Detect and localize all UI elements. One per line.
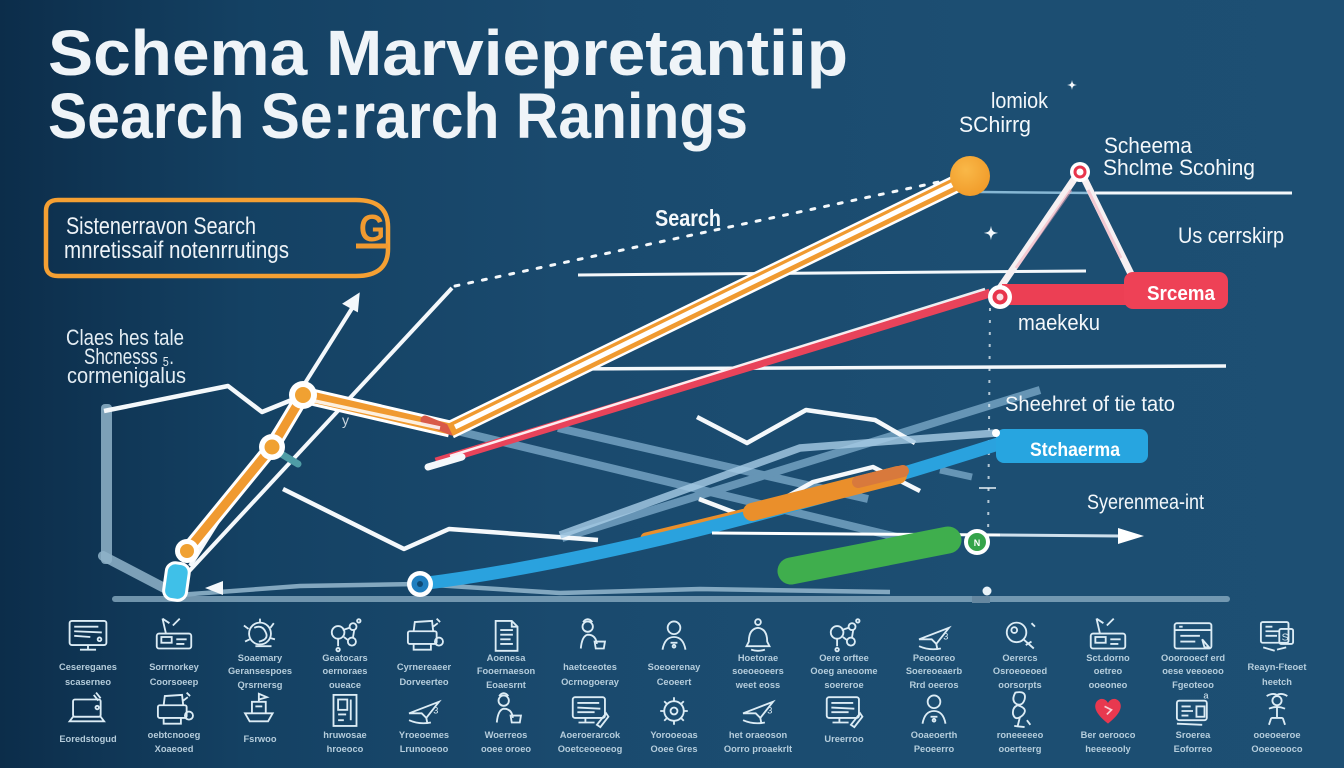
svg-text:Fsrwoo: Fsrwoo [243, 734, 276, 744]
svg-text:y: y [342, 412, 349, 428]
svg-text:heetch: heetch [1262, 677, 1292, 687]
svg-text:Woerreos: Woerreos [485, 730, 528, 740]
svg-text:Cesereganes: Cesereganes [59, 662, 117, 672]
svg-text:Scheema: Scheema [1104, 133, 1193, 158]
svg-text:Xoaeoed: Xoaeoed [155, 744, 194, 754]
svg-text:Geatocars: Geatocars [322, 653, 367, 663]
svg-text:Qrsrnersg: Qrsrnersg [238, 680, 283, 690]
svg-text:Ooee Gres: Ooee Gres [650, 744, 697, 754]
svg-text:Shclme Scohing: Shclme Scohing [1103, 155, 1255, 180]
svg-text:haetceeotes: haetceeotes [563, 662, 617, 672]
svg-text:roneeeeeo: roneeeeeo [997, 730, 1044, 740]
svg-text:Search Se:rarch Ranings: Search Se:rarch Ranings [48, 80, 748, 152]
svg-text:Aoeroerarcok: Aoeroerarcok [560, 730, 621, 740]
svg-text:Yorooeoas: Yorooeoas [650, 730, 697, 740]
svg-text:scaserneo: scaserneo [65, 677, 111, 687]
svg-text:N: N [974, 538, 981, 548]
svg-text:Us cerrskirp: Us cerrskirp [1178, 223, 1284, 248]
svg-text:Syerenmea-int: Syerenmea-int [1087, 491, 1204, 514]
svg-text:hroeoco: hroeoco [327, 744, 364, 754]
svg-text:Lrunooeoo: Lrunooeoo [400, 744, 449, 754]
svg-text:oorsorpts: oorsorpts [998, 680, 1041, 690]
svg-text:Hoetorae: Hoetorae [738, 653, 778, 663]
svg-text:Ocrnogoeray: Ocrnogoeray [561, 677, 620, 687]
svg-text:oernoraes: oernoraes [323, 666, 368, 676]
svg-text:Osroeoeoed: Osroeoeoed [993, 666, 1048, 676]
svg-text:Soereoeaerb: Soereoeaerb [906, 666, 963, 676]
svg-text:Yroeoemes: Yroeoemes [399, 730, 449, 740]
svg-text:ooeoneo: ooeoneo [1089, 680, 1128, 690]
svg-text:Shcnesss ₅.: Shcnesss ₅. [84, 344, 174, 369]
svg-text:hruwosae: hruwosae [323, 730, 366, 740]
svg-text:Claes hes tale: Claes hes tale [66, 325, 184, 350]
svg-text:Aoenesa: Aoenesa [487, 653, 527, 663]
svg-text:Eoredstogud: Eoredstogud [59, 734, 117, 744]
svg-text:Ooetceoeoeog: Ooetceoeoeog [558, 744, 623, 754]
svg-text:Sct.dorno: Sct.dorno [1086, 653, 1130, 663]
svg-text:Schema Marviepretantiip: Schema Marviepretantiip [48, 17, 848, 89]
svg-text:Eoaesrnt: Eoaesrnt [486, 680, 526, 690]
svg-text:oueace: oueace [329, 680, 361, 690]
svg-text:Peoeoreo: Peoeoreo [913, 653, 956, 663]
svg-text:Coorsoeep: Coorsoeep [150, 677, 199, 687]
svg-text:ooee oroeo: ooee oroeo [481, 744, 531, 754]
svg-text:Geransespoes: Geransespoes [228, 666, 292, 676]
svg-text:oese veeoeoo: oese veeoeoo [1162, 666, 1224, 676]
svg-text:ooeoeeroe: ooeoeeroe [1253, 730, 1300, 740]
svg-text:Soaemary: Soaemary [238, 653, 283, 663]
svg-text:oebtcnooeg: oebtcnooeg [148, 730, 201, 740]
svg-text:Oere orftee: Oere orftee [819, 653, 869, 663]
svg-text:Ber oerooco: Ber oerooco [1081, 730, 1136, 740]
svg-text:Cyrnereaeer: Cyrnereaeer [397, 662, 452, 672]
svg-text:Eoforreo: Eoforreo [1174, 744, 1213, 754]
svg-text:Reayn-Fteoet: Reayn-Fteoet [1248, 662, 1307, 672]
svg-text:Srcema: Srcema [1147, 283, 1216, 305]
svg-text:Soeoerenay: Soeoerenay [648, 662, 702, 672]
svg-text:Stchaerma: Stchaerma [1030, 440, 1120, 461]
svg-text:Sistenerravon Search: Sistenerravon Search [66, 213, 256, 240]
svg-text:soereroe: soereroe [824, 680, 863, 690]
svg-text:maekeku: maekeku [1018, 310, 1100, 335]
svg-text:Ooeg aneoome: Ooeg aneoome [810, 666, 877, 676]
svg-text:oetreo: oetreo [1094, 666, 1123, 676]
svg-text:Ureerroo: Ureerroo [824, 734, 864, 744]
svg-text:lomiok: lomiok [991, 88, 1049, 113]
svg-text:heeeeooly: heeeeooly [1085, 744, 1131, 754]
svg-text:het oraeoson: het oraeoson [729, 730, 788, 740]
svg-text:Oorro proaekrlt: Oorro proaekrlt [724, 744, 792, 754]
svg-text:Fgeoteoo: Fgeoteoo [1172, 680, 1214, 690]
svg-text:cormenigalus: cormenigalus [67, 363, 186, 388]
svg-text:G: G [359, 208, 385, 250]
svg-text:ooerteerg: ooerteerg [999, 744, 1042, 754]
svg-text:Ceoeert: Ceoeert [657, 677, 692, 687]
svg-text:Fooernaeson: Fooernaeson [477, 666, 536, 676]
svg-text:Dorveerteo: Dorveerteo [399, 677, 448, 687]
svg-text:weet eoss: weet eoss [735, 680, 780, 690]
svg-text:Search: Search [655, 205, 721, 231]
svg-text:Sheehret of tie tato: Sheehret of tie tato [1005, 393, 1175, 416]
svg-text:SChirrg: SChirrg [959, 112, 1031, 137]
svg-text:soeoeoeers: soeoeoeers [732, 666, 784, 676]
svg-text:Ooeoeooco: Ooeoeooco [1251, 744, 1302, 754]
svg-text:Sroerea: Sroerea [1176, 730, 1211, 740]
svg-text:Ooorooecf erd: Ooorooecf erd [1161, 653, 1225, 663]
svg-text:Peoeerro: Peoeerro [914, 744, 955, 754]
svg-text:Ooaeoerth: Ooaeoerth [911, 730, 958, 740]
svg-text:Rrd oeeros: Rrd oeeros [909, 680, 958, 690]
svg-text:Oerercs: Oerercs [1002, 653, 1037, 663]
svg-text:mnretissaif notenrrutings: mnretissaif notenrrutings [64, 237, 289, 264]
svg-text:Sorrnorkey: Sorrnorkey [149, 662, 199, 672]
